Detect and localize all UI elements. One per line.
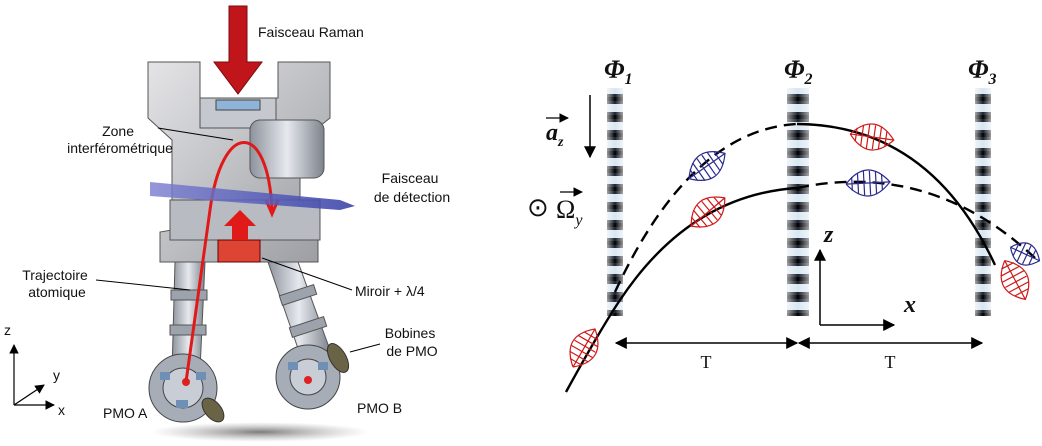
- interferometer-scheme: Φ1 Φ2 Φ3 az ⊙ Ωy z x T T: [527, 55, 1041, 393]
- shadow: [150, 422, 370, 442]
- apparatus-axes: [9, 344, 55, 410]
- shape-part: [278, 284, 318, 306]
- interval-label: T: [885, 352, 896, 372]
- shape-part: [160, 372, 170, 380]
- side-port: [249, 119, 325, 179]
- laser-pulse-edge: [607, 88, 623, 316]
- axis-label: x: [58, 402, 65, 418]
- packet: [690, 196, 726, 229]
- upper-arm-solid: [796, 122, 997, 266]
- trajectory-label: Trajectoire atomique: [22, 267, 92, 300]
- phase-index: 1: [625, 71, 633, 88]
- rotation-index: y: [573, 212, 583, 229]
- standing-waves: [607, 88, 991, 316]
- axis-label: z: [823, 222, 834, 248]
- shape-part: [288, 362, 298, 370]
- packet: [1009, 242, 1041, 266]
- shape-part: [176, 400, 188, 408]
- shape-part: [201, 397, 225, 423]
- axis-label: x: [903, 292, 916, 318]
- zone-label-line: interférométrique: [67, 140, 173, 156]
- acceleration-index: z: [557, 135, 564, 150]
- packet: [1000, 259, 1030, 301]
- packet: [849, 123, 895, 151]
- laser-pulse-edge: [787, 88, 809, 316]
- shape-part: [569, 328, 599, 368]
- coils-label: Bobines de PMO: [385, 325, 439, 359]
- acceleration-label: az: [546, 120, 564, 150]
- phase-index: 2: [804, 71, 813, 88]
- launch-arrow: [224, 210, 256, 240]
- shape-part: [690, 196, 726, 229]
- raman-label: Faisceau Raman: [258, 24, 364, 40]
- phase-symbol: Φ: [968, 55, 989, 84]
- shape-part: [849, 123, 895, 151]
- coils-label-line: Bobines: [385, 325, 436, 341]
- shape-part: [1000, 259, 1030, 301]
- mot-a-label: PMO A: [103, 405, 148, 421]
- shape-part: [1009, 242, 1041, 266]
- mirror-label: Miroir + λ/4: [355, 283, 425, 299]
- upper-arm-dashed: [613, 122, 798, 293]
- mot-b: [275, 343, 350, 410]
- detection-label-line: de détection: [374, 189, 450, 205]
- raman-beam: [213, 5, 263, 95]
- rotation-marker: ⊙: [527, 193, 549, 222]
- detection-label-line: Faisceau: [382, 170, 439, 186]
- shape-part: [95, 279, 191, 291]
- apparatus: Faisceau Raman Zone interférométrique Fa…: [4, 5, 450, 442]
- shape-part: [13, 384, 45, 406]
- leg-b: [267, 261, 331, 361]
- shape-part: [169, 324, 207, 336]
- phase-symbol: Φ: [604, 55, 625, 84]
- shape-part: [349, 343, 381, 353]
- shape-part: [304, 376, 312, 384]
- coils-label-line: de PMO: [386, 343, 437, 359]
- shape-part: [170, 289, 208, 301]
- shape-part: [196, 372, 206, 380]
- window: [215, 99, 261, 111]
- rotation-label: Ωy: [556, 195, 583, 229]
- packet: [845, 169, 891, 197]
- interval-label: T: [701, 352, 712, 372]
- mirror-block: [217, 239, 261, 263]
- shape-part: [157, 127, 234, 141]
- detection-label: Faisceau de détection: [374, 170, 450, 205]
- mot-b-label: PMO B: [357, 400, 402, 416]
- phase-symbol: Φ: [784, 55, 805, 84]
- shape-part: [288, 316, 328, 338]
- laser-pulse-edge: [975, 88, 991, 316]
- detection-beam: [150, 182, 355, 210]
- shape-part: [318, 362, 328, 370]
- shape-part: [688, 151, 726, 182]
- shape-part: [845, 169, 891, 197]
- zone-label-line: Zone: [102, 123, 134, 139]
- mot-a: [148, 353, 225, 423]
- shape-part: [261, 257, 353, 291]
- axis-label: y: [53, 367, 60, 383]
- trajectory-label-line: atomique: [28, 284, 86, 300]
- zone-label: Zone interférométrique: [67, 123, 173, 156]
- packet: [569, 328, 599, 368]
- phase-label: Φ3: [968, 55, 997, 88]
- acceleration-symbol: a: [546, 120, 558, 146]
- phase-index: 3: [988, 71, 997, 88]
- lower-arm-solid: [564, 186, 798, 393]
- axis-label: z: [4, 322, 11, 338]
- packet: [688, 151, 726, 182]
- leader-lines: [95, 127, 381, 353]
- leg-flanges: [169, 284, 328, 338]
- rotation-symbol: Ω: [556, 195, 575, 224]
- phase-label: Φ2: [784, 55, 813, 88]
- trajectory-label-line: Trajectoire: [22, 267, 88, 283]
- wave-packets: [569, 123, 1041, 368]
- phase-label: Φ1: [604, 55, 633, 88]
- shape-part: [326, 343, 350, 373]
